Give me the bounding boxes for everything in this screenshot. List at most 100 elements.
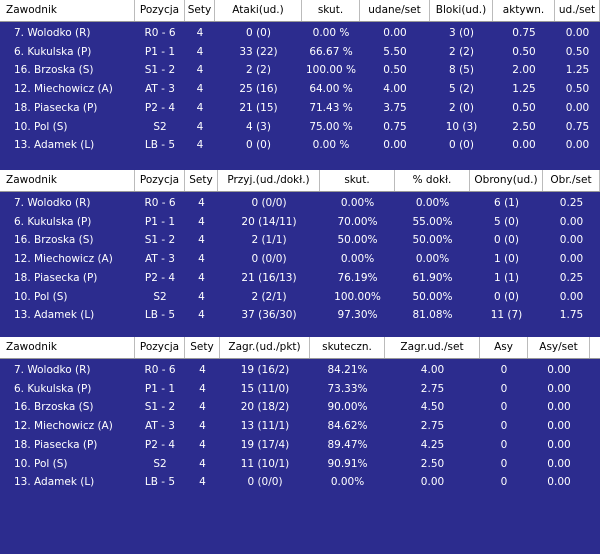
- stat-cell: 4: [198, 253, 205, 266]
- column-header: Zagr.ud./set: [385, 337, 480, 358]
- stat-cell: 4: [198, 234, 205, 247]
- stat-cell: 4: [196, 120, 204, 133]
- stat-cell: S2: [153, 457, 167, 470]
- stat-cell: 3.75: [383, 101, 407, 114]
- stat-cell: 0.00: [559, 290, 584, 303]
- stat-cell: 4: [199, 382, 206, 395]
- stat-cell: R0 - 6: [144, 197, 176, 209]
- stat-cell: P2 - 4: [144, 101, 176, 114]
- stat-cell: 2.00: [512, 64, 536, 77]
- stat-cell: S1 - 2: [144, 234, 176, 247]
- stat-cell: 70.00%: [337, 215, 378, 228]
- stat-cell: 0: [500, 401, 508, 414]
- stat-cell: 0.75: [565, 120, 590, 133]
- player-name: 7. Wolodko (R): [14, 27, 91, 39]
- table-header: [0, 170, 600, 192]
- stat-cell: LB - 5: [144, 309, 176, 322]
- stat-cell: 19 (16/2): [240, 364, 290, 376]
- stat-cell: 20 (14/11): [241, 215, 297, 228]
- stat-cell: 0.25: [559, 271, 584, 284]
- stat-cell: 0.00%: [415, 253, 450, 266]
- stat-cell: 11 (10/1): [240, 457, 290, 470]
- column-header: Sety: [185, 337, 220, 358]
- stat-cell: 2.50: [420, 457, 445, 470]
- column-header: Zagr.(ud./pkt): [220, 337, 310, 358]
- column-header: Zawodnik: [0, 337, 135, 358]
- stat-cell: 0.00: [547, 476, 571, 489]
- stat-cell: 0: [500, 476, 508, 489]
- player-name: 12. Miechowicz (A): [14, 253, 113, 266]
- stat-cell: 13 (11/1): [240, 420, 290, 433]
- stat-cell: 5 (0): [494, 215, 519, 228]
- stat-cell: 1 (0): [494, 253, 519, 266]
- player-name: 13. Adamek (L): [14, 476, 95, 489]
- stat-cell: 0 (0): [494, 290, 519, 303]
- stat-cell: 90.00%: [327, 401, 368, 414]
- stat-cell: 4: [198, 290, 205, 303]
- stat-cell: 0.50: [565, 83, 590, 96]
- stat-cell: 61.90%: [412, 271, 453, 284]
- stat-cell: 4.50: [420, 401, 445, 414]
- stat-cell: R0 - 6: [144, 364, 176, 376]
- stat-cell: 2 (1/1): [251, 234, 287, 247]
- column-header: udane/set: [360, 0, 430, 21]
- stat-cell: 0.00: [559, 234, 584, 247]
- stat-cell: 4: [196, 27, 204, 39]
- stat-cell: 0 (0): [494, 234, 519, 247]
- stat-cell: 0.00 %: [312, 27, 350, 39]
- column-header: ud./set: [555, 0, 600, 21]
- stat-cell: 2.75: [420, 382, 445, 395]
- stat-cell: 81.08%: [412, 309, 453, 322]
- player-name: 7. Wolodko (R): [14, 364, 91, 376]
- stat-cell: P1 - 1: [144, 215, 176, 228]
- stat-cell: 50.00%: [337, 234, 378, 247]
- stat-cell: 10 (3): [445, 120, 478, 133]
- stat-cell: 37 (36/30): [241, 309, 297, 322]
- stat-cell: 76.19%: [337, 271, 378, 284]
- stat-cell: 0.00: [559, 253, 584, 266]
- player-name: 6. Kukulska (P): [14, 382, 92, 395]
- stat-cell: 0.00: [547, 420, 571, 433]
- stat-cell: 4: [199, 401, 206, 414]
- player-name: 16. Brzoska (S): [14, 401, 94, 414]
- stat-cell: 100.00%: [334, 290, 381, 303]
- stat-cell: 0 (0/0): [251, 253, 287, 266]
- column-header: % dokł.: [395, 170, 470, 191]
- stat-cell: S2: [153, 120, 167, 133]
- stat-cell: 2 (0): [449, 101, 474, 114]
- stat-cell: 4: [196, 101, 204, 114]
- stat-cell: 0 (0): [246, 27, 271, 39]
- player-name: 18. Piasecka (P): [14, 271, 98, 284]
- stat-cell: 0.00: [383, 27, 407, 39]
- stat-cell: 0: [500, 420, 508, 433]
- player-name: 6. Kukulska (P): [14, 215, 92, 228]
- stat-cell: 1.25: [512, 83, 536, 96]
- column-header: Pozycja: [135, 0, 185, 21]
- stat-cell: 21 (15): [239, 101, 278, 114]
- stat-cell: P1 - 1: [144, 45, 176, 58]
- stat-cell: 0.00: [547, 457, 571, 470]
- stat-cell: 6 (1): [494, 197, 519, 209]
- stat-cell: S2: [153, 290, 167, 303]
- stat-cell: 2.75: [420, 420, 445, 433]
- stat-cell: 0.50: [383, 64, 407, 77]
- stat-cell: 0 (0/0): [247, 476, 283, 489]
- player-name: 16. Brzoska (S): [14, 64, 94, 77]
- stat-cell: 0 (0): [246, 139, 271, 152]
- column-header: Obrony(ud.): [470, 170, 543, 191]
- stat-cell: P1 - 1: [144, 382, 176, 395]
- stat-cell: 0.75: [512, 27, 536, 39]
- stat-cell: 21 (16/13): [241, 271, 297, 284]
- stat-cell: 2 (2/1): [251, 290, 287, 303]
- stat-cell: 0.00: [512, 139, 536, 152]
- stat-cell: 97.30%: [337, 309, 378, 322]
- stat-cell: 4: [198, 197, 205, 209]
- stat-cell: 0: [500, 364, 508, 376]
- table-header: [0, 337, 600, 359]
- stat-cell: 4: [198, 215, 205, 228]
- stat-cell: 15 (11/0): [240, 382, 290, 395]
- stat-cell: 8 (5): [449, 64, 474, 77]
- stat-cell: 0.00: [383, 139, 407, 152]
- stat-cell: 2 (2): [449, 45, 474, 58]
